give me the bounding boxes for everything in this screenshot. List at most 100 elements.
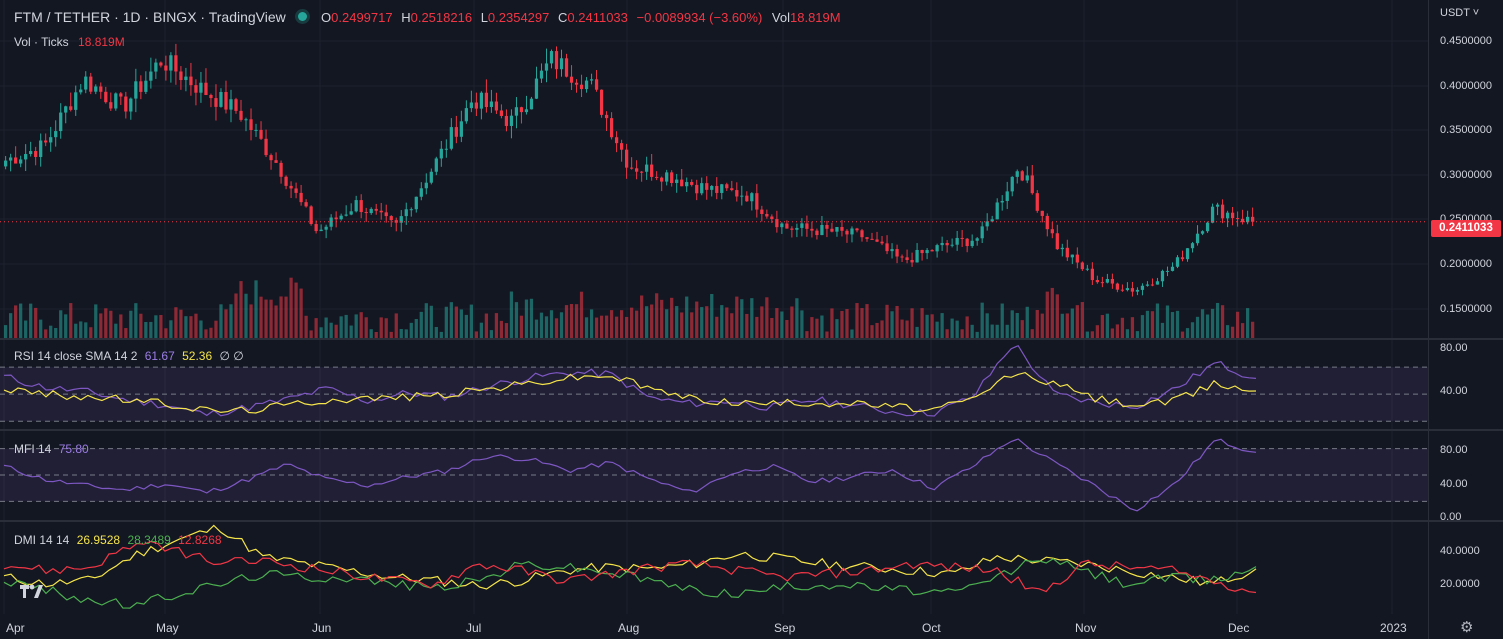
candle-body: [995, 202, 999, 220]
volume-bar: [309, 330, 313, 338]
volume-bar: [594, 317, 599, 338]
volume-bar: [449, 302, 453, 338]
candle-body: [1225, 212, 1230, 219]
pane-separator-rsi[interactable]: [0, 338, 1503, 340]
ohlc-o-value: 0.2499717: [331, 10, 393, 25]
volume-bar: [995, 324, 999, 338]
mfi-line: [3, 438, 1257, 512]
candle-body: [730, 188, 734, 191]
volume-bar: [319, 327, 323, 338]
volume-bar: [700, 307, 704, 338]
volume-bar: [374, 331, 378, 338]
candle-body: [424, 182, 428, 189]
candle-body: [534, 78, 539, 99]
candle-body: [1020, 171, 1024, 181]
candle-body: [950, 244, 954, 246]
candle-body: [675, 179, 679, 184]
candle-body: [574, 82, 579, 85]
tradingview-logo-icon[interactable]: [19, 581, 45, 601]
candle-body: [925, 250, 929, 254]
candle-body: [254, 129, 258, 131]
candle-body: [795, 227, 799, 230]
volume-bar: [109, 310, 113, 338]
symbol-title[interactable]: FTM / TETHER · 1D · BINGX · TradingView: [14, 9, 286, 25]
time-tick: Jul: [466, 621, 482, 635]
volume-bar: [64, 314, 68, 338]
volume-bar: [630, 307, 634, 338]
candle-body: [129, 98, 133, 112]
volume-bar: [429, 305, 433, 338]
candle-body: [99, 86, 103, 92]
volume-bar: [1155, 303, 1160, 338]
time-tick: Oct: [922, 621, 941, 635]
candle-body: [279, 162, 283, 177]
candle-body: [1125, 288, 1130, 291]
volume-bar: [1195, 316, 1200, 338]
last-price-tag: 0.2411033: [1431, 220, 1501, 237]
candle-body: [780, 223, 784, 228]
volume-bar: [930, 314, 934, 338]
candle-body: [224, 92, 228, 110]
volume-bar: [494, 313, 499, 338]
candle-body: [194, 85, 198, 93]
candle-body: [24, 154, 28, 160]
volume-bar: [900, 319, 904, 338]
candle-body: [1115, 283, 1120, 290]
candle-body: [930, 250, 934, 252]
candle-body: [169, 55, 173, 71]
volume-bar: [549, 310, 554, 338]
currency-selector[interactable]: USDT ˅: [1440, 7, 1480, 19]
volume-bar: [1135, 331, 1140, 338]
volume-bar: [294, 282, 298, 338]
candle-body: [504, 115, 509, 126]
candle-body: [965, 238, 969, 247]
volume-bar: [404, 329, 408, 338]
candle-body: [609, 118, 614, 138]
mfi-legend[interactable]: MFI 14 75.80: [14, 442, 89, 456]
volume-bar: [184, 316, 188, 338]
volume-bar: [384, 318, 388, 338]
pane-separator-mfi[interactable]: [0, 429, 1503, 431]
volume-bar: [284, 296, 288, 338]
candle-body: [890, 249, 894, 252]
volume-bar: [645, 306, 649, 338]
candle-body: [214, 98, 218, 107]
pane-separator-dmi[interactable]: [0, 520, 1503, 522]
volume-bar: [544, 316, 549, 338]
candle-body: [670, 172, 674, 184]
volume-bar: [905, 320, 909, 338]
candle-body: [354, 200, 358, 212]
candle-body: [1075, 254, 1079, 263]
volume-bar: [144, 321, 148, 338]
candle-body: [249, 119, 253, 131]
candle-body: [624, 149, 629, 168]
candle-body: [1135, 289, 1140, 292]
volume-bar: [1035, 309, 1039, 338]
volume-bar: [79, 321, 83, 338]
volume-bar: [574, 304, 579, 338]
volume-bar: [364, 317, 368, 338]
candle-body: [334, 217, 338, 220]
volume-legend[interactable]: Vol · Ticks 18.819M: [14, 35, 125, 49]
candle-body: [19, 159, 23, 164]
candle-body: [154, 62, 158, 72]
candle-body: [1045, 215, 1049, 230]
dmi-legend[interactable]: DMI 14 14 26.9528 28.3489 12.8268: [14, 533, 222, 547]
candle-body: [990, 219, 994, 222]
candle-body: [740, 195, 744, 197]
dmi-adx-line: [3, 524, 1257, 590]
gear-icon[interactable]: ⚙: [1460, 619, 1474, 636]
volume-bar: [835, 319, 839, 338]
volume-bar: [419, 311, 423, 338]
rsi-legend[interactable]: RSI 14 close SMA 14 2 61.67 52.36 ∅ ∅: [14, 349, 244, 363]
volume-bar: [825, 331, 829, 338]
candle-body: [559, 58, 564, 70]
volume-bar: [1030, 329, 1034, 338]
volume-bar: [840, 310, 844, 338]
volume-bar: [74, 323, 78, 338]
candle-body: [1130, 288, 1135, 292]
volume-bar: [509, 291, 514, 338]
volume-bar: [1250, 321, 1255, 338]
